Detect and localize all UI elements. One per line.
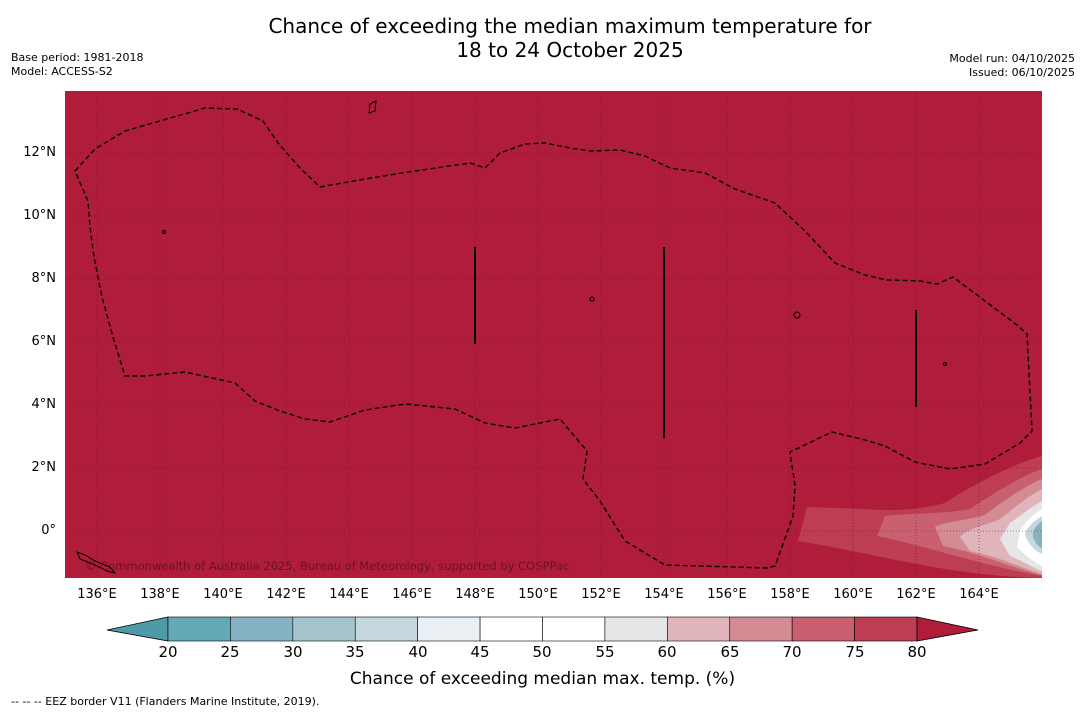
colorbar-tick-80: 80 (907, 643, 927, 661)
colorbar-tick-60: 60 (657, 643, 677, 661)
meta-left: Base period: 1981-2018 Model: ACCESS-S2 (11, 51, 143, 79)
lon-label-162e: 162°E (896, 587, 936, 602)
colorbar-tick-65: 65 (720, 643, 740, 661)
lon-label-144e: 144°E (329, 587, 369, 602)
lon-label-158e: 158°E (770, 587, 810, 602)
colorbar-segment (604, 616, 668, 642)
colorbar-segment (292, 616, 356, 642)
lat-label-0: 0° (41, 523, 56, 538)
copyright-notice: © Commonwealth of Australia 2025, Bureau… (85, 559, 569, 573)
low-probability-region (798, 456, 1042, 578)
colorbar-segment (791, 616, 855, 642)
islands (76, 100, 947, 574)
lon-label-146e: 146°E (392, 587, 432, 602)
colorbar-segments (167, 616, 918, 642)
lat-label-12n: 12°N (23, 145, 56, 160)
lat-label-6n: 6°N (31, 334, 57, 349)
colorbar-over-arrow (916, 616, 979, 642)
colorbar-segment (729, 616, 793, 642)
base-period: Base period: 1981-2018 (11, 51, 144, 64)
eez-footnote: -- -- -- EEZ border V11 (Flanders Marine… (11, 695, 320, 708)
colorbar-tick-30: 30 (283, 643, 303, 661)
colorbar-segment (542, 616, 606, 642)
title-line-1: Chance of exceeding the median maximum t… (268, 14, 872, 38)
eez-border (74, 107, 1033, 569)
colorbar-segment (417, 616, 481, 642)
colorbar-segment (354, 616, 418, 642)
map-plot: © Commonwealth of Australia 2025, Bureau… (65, 91, 1042, 578)
lon-label-150e: 150°E (518, 587, 558, 602)
colorbar-tick-45: 45 (470, 643, 490, 661)
colorbar-tick-55: 55 (595, 643, 615, 661)
lon-label-142e: 142°E (266, 587, 306, 602)
colorbar-segment (167, 616, 231, 642)
graticule (65, 91, 1042, 578)
colorbar-tick-40: 40 (408, 643, 428, 661)
map-background (65, 91, 1042, 578)
lat-label-4n: 4°N (31, 397, 57, 412)
colorbar-segment (854, 616, 918, 642)
colorbar-tick-35: 35 (345, 643, 365, 661)
lon-label-148e: 148°E (455, 587, 495, 602)
colorbar (106, 616, 979, 642)
model-name: Model: ACCESS-S2 (11, 65, 113, 78)
colorbar-segment (230, 616, 294, 642)
title-line-2: 18 to 24 October 2025 (456, 38, 684, 62)
colorbar-label: Chance of exceeding median max. temp. (%… (349, 669, 736, 689)
lon-label-136e: 136°E (77, 587, 117, 602)
colorbar-segment (667, 616, 731, 642)
lat-label-10n: 10°N (23, 208, 56, 223)
colorbar-tick-70: 70 (782, 643, 802, 661)
issued-date: Issued: 06/10/2025 (968, 66, 1075, 79)
colorbar-tick-25: 25 (220, 643, 240, 661)
colorbar-segment (479, 616, 543, 642)
lon-label-164e: 164°E (959, 587, 999, 602)
colorbar-tick-50: 50 (532, 643, 552, 661)
model-run: Model run: 04/10/2025 (949, 52, 1075, 65)
lat-label-2n: 2°N (31, 460, 57, 475)
lon-label-138e: 138°E (140, 587, 180, 602)
colorbar-under-arrow (106, 616, 169, 642)
meta-right: Model run: 04/10/2025 Issued: 06/10/2025 (949, 52, 1075, 80)
colorbar-tick-75: 75 (845, 643, 865, 661)
lon-label-156e: 156°E (707, 587, 747, 602)
lon-label-140e: 140°E (203, 587, 243, 602)
colorbar-tick-20: 20 (158, 643, 178, 661)
lon-label-152e: 152°E (581, 587, 621, 602)
lat-label-8n: 8°N (31, 271, 57, 286)
lon-label-160e: 160°E (833, 587, 873, 602)
lon-label-154e: 154°E (644, 587, 684, 602)
map-title: Chance of exceeding the median maximum t… (170, 14, 970, 62)
